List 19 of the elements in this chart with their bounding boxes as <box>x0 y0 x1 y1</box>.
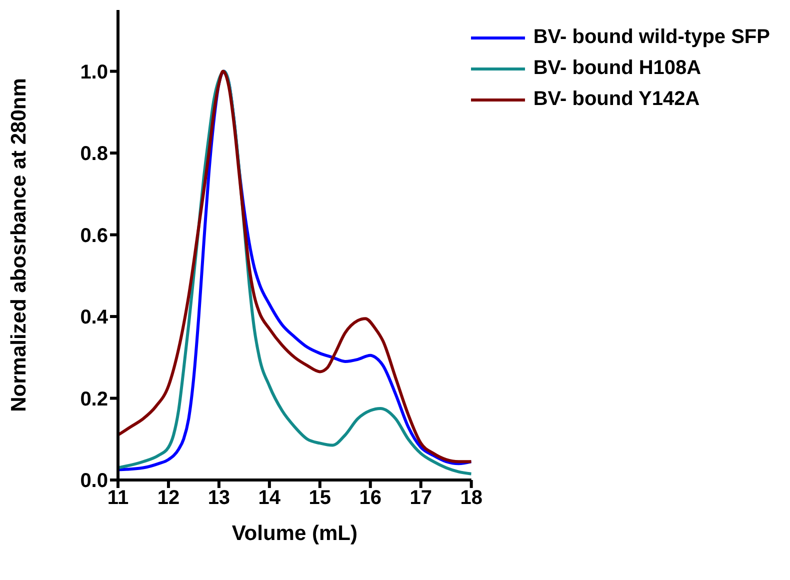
x-tick-label: 16 <box>359 487 382 510</box>
x-tick-label: 13 <box>208 487 230 510</box>
legend-label: BV- bound Y142A <box>533 88 700 111</box>
y-tick-label: 1.0 <box>80 61 108 84</box>
x-tick-label: 14 <box>258 487 282 510</box>
legend-label: BV- bound H108A <box>533 57 702 80</box>
x-tick-label: 17 <box>410 487 432 510</box>
y-tick-label: 0.8 <box>80 143 108 166</box>
y-tick-label: 0.0 <box>80 470 108 492</box>
x-tick-label: 15 <box>308 487 332 510</box>
legend-label: BV- bound wild-type SFP <box>533 26 770 49</box>
y-tick-label: 0.6 <box>80 224 108 247</box>
y-tick-label: 0.4 <box>80 306 109 329</box>
y-axis-title: Normalized abosrbance at 280nm <box>7 78 30 412</box>
y-tick-label: 0.2 <box>80 388 108 410</box>
x-tick-label: 18 <box>460 487 482 510</box>
x-axis-title: Volume (mL) <box>232 522 358 545</box>
x-tick-label: 12 <box>157 487 180 510</box>
x-tick-label: 11 <box>107 487 129 510</box>
